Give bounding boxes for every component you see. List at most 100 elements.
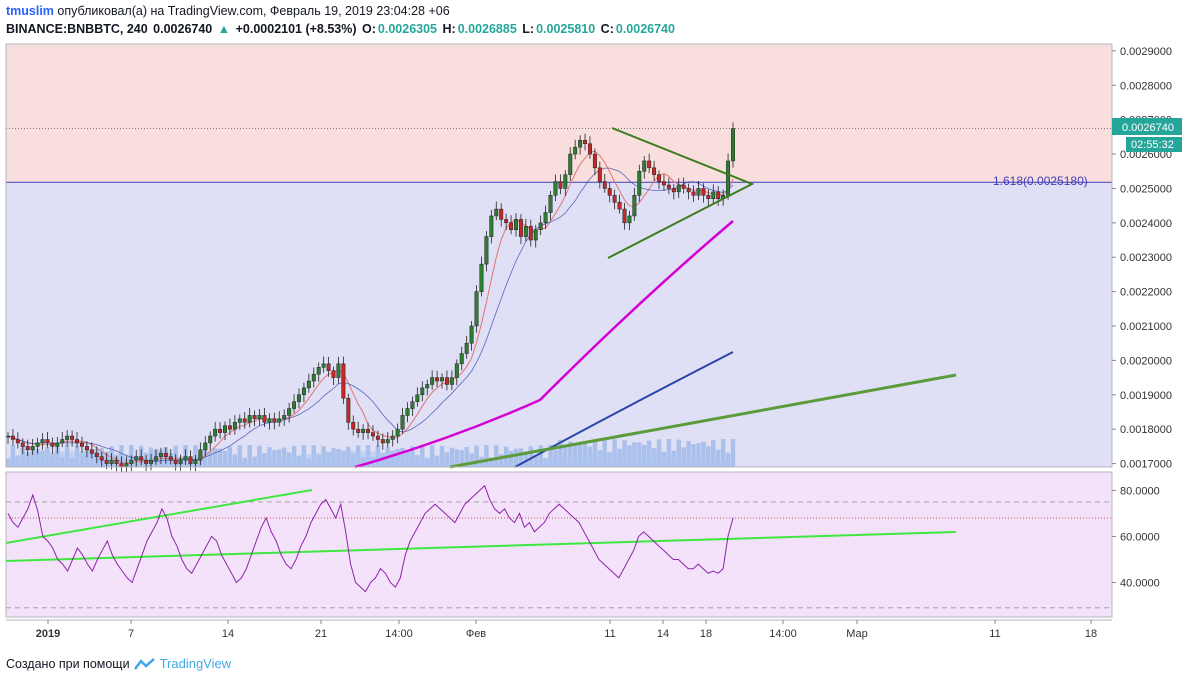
candle-body xyxy=(94,452,99,457)
candle-body xyxy=(80,442,84,447)
candle-body xyxy=(726,160,731,196)
volume-bar xyxy=(10,445,16,467)
last-price-tag-text: 0.0026740 xyxy=(1122,122,1174,134)
ma-blue-line xyxy=(514,351,734,468)
volume-bar xyxy=(429,445,435,467)
candle-body xyxy=(553,181,558,196)
volume-bar xyxy=(696,443,701,467)
volume-bar xyxy=(706,446,711,467)
volume-bar xyxy=(513,448,519,467)
price-tick-label: 0.0028000 xyxy=(1120,80,1172,92)
volume-bar xyxy=(701,441,706,467)
symbol-label[interactable]: BINANCE:BNBBTC, 240 xyxy=(6,22,148,36)
candle-body xyxy=(504,219,509,224)
candle-body xyxy=(178,459,183,464)
price-change: +0.0002101 (+8.53%) xyxy=(235,22,357,36)
volume-bar xyxy=(444,452,450,467)
volume-bar xyxy=(272,450,277,467)
volume-bar xyxy=(449,447,455,467)
candle-body xyxy=(89,449,94,454)
candle-body xyxy=(277,418,282,423)
chart-area[interactable]: 0.00290000.00280000.00270000.00260000.00… xyxy=(0,0,1188,650)
candle-body xyxy=(272,418,277,423)
candle-body xyxy=(292,401,297,409)
candle-body xyxy=(484,236,489,265)
candle-body xyxy=(104,459,109,464)
candle-body xyxy=(173,459,178,464)
ema-fast-line xyxy=(7,150,734,464)
candle-body xyxy=(213,428,218,437)
candle-body xyxy=(578,140,583,148)
volume-bar xyxy=(563,446,568,467)
close-value: 0.0026740 xyxy=(615,22,675,36)
candle-body xyxy=(716,191,721,200)
candle-body xyxy=(514,219,518,230)
volume-bar xyxy=(212,448,218,467)
candle-body xyxy=(6,435,10,438)
volume-bar xyxy=(439,445,445,467)
candle-body xyxy=(193,459,198,464)
candle-body xyxy=(523,226,528,237)
candle-body xyxy=(681,184,686,189)
price-tick-label: 0.0025000 xyxy=(1120,183,1172,195)
candle-body xyxy=(489,215,494,237)
volume-bar xyxy=(725,452,731,467)
price-tick-label: 0.0019000 xyxy=(1120,390,1172,402)
candle-body xyxy=(366,428,371,433)
author-link[interactable]: tmuslim xyxy=(6,4,54,18)
time-tick-label: 14 xyxy=(657,628,669,640)
candle-body xyxy=(267,418,272,423)
volume-bar xyxy=(686,441,691,467)
volume-bar xyxy=(582,441,588,467)
candle-body xyxy=(499,208,504,220)
candle-body xyxy=(25,446,30,451)
candle-body xyxy=(70,435,75,440)
candle-body xyxy=(420,387,425,396)
axes: 0.00290000.00280000.00270000.00260000.00… xyxy=(5,43,1172,640)
time-tick-label: Мар xyxy=(846,628,868,640)
volume-bar xyxy=(730,439,736,467)
candle-body xyxy=(50,442,55,447)
candle-body xyxy=(60,439,65,444)
volume-bar xyxy=(217,448,223,467)
time-tick-label: 14 xyxy=(222,628,234,640)
candle-body xyxy=(691,191,696,196)
volume-bar xyxy=(523,451,529,467)
candle-body xyxy=(316,367,321,375)
volume-bar xyxy=(237,445,243,467)
price-pane[interactable] xyxy=(5,44,1112,473)
candle-body xyxy=(30,446,35,451)
candle-body xyxy=(114,459,119,464)
volume-bar xyxy=(538,445,543,467)
rsi-trendline-lower xyxy=(5,531,957,562)
time-tick-label: 2019 xyxy=(36,628,60,640)
candle-body xyxy=(612,195,617,203)
candle-body xyxy=(686,188,691,193)
volume-bar xyxy=(227,446,233,467)
candle-body xyxy=(647,160,652,169)
candle-body xyxy=(637,170,642,196)
volume-bar xyxy=(207,451,213,467)
support-trendline xyxy=(449,373,957,469)
candle-body xyxy=(139,456,144,461)
candle-body xyxy=(380,439,385,444)
rsi-pane[interactable] xyxy=(5,472,1112,617)
rsi-tick-label: 40.0000 xyxy=(1120,577,1160,589)
candle-body xyxy=(627,215,632,224)
lower-zone xyxy=(6,182,1112,467)
tradingview-brand-link[interactable]: TradingView xyxy=(159,656,232,671)
candle-body xyxy=(518,219,523,237)
volume-bar xyxy=(420,445,425,467)
footer: Создано при помощи TradingView xyxy=(6,656,231,671)
candle-body xyxy=(84,446,89,451)
time-tick-label: 7 xyxy=(128,628,134,640)
volume-bar xyxy=(558,439,563,467)
candle-body xyxy=(227,425,232,430)
candle-body xyxy=(696,188,701,196)
price-tick-label: 0.0022000 xyxy=(1120,287,1172,299)
candle-body xyxy=(410,401,415,409)
publish-info: tmuslim опубликовал(а) на TradingView.co… xyxy=(6,4,450,18)
candle-body xyxy=(435,377,440,382)
candle-body xyxy=(232,422,237,430)
volume-bar xyxy=(459,450,464,467)
